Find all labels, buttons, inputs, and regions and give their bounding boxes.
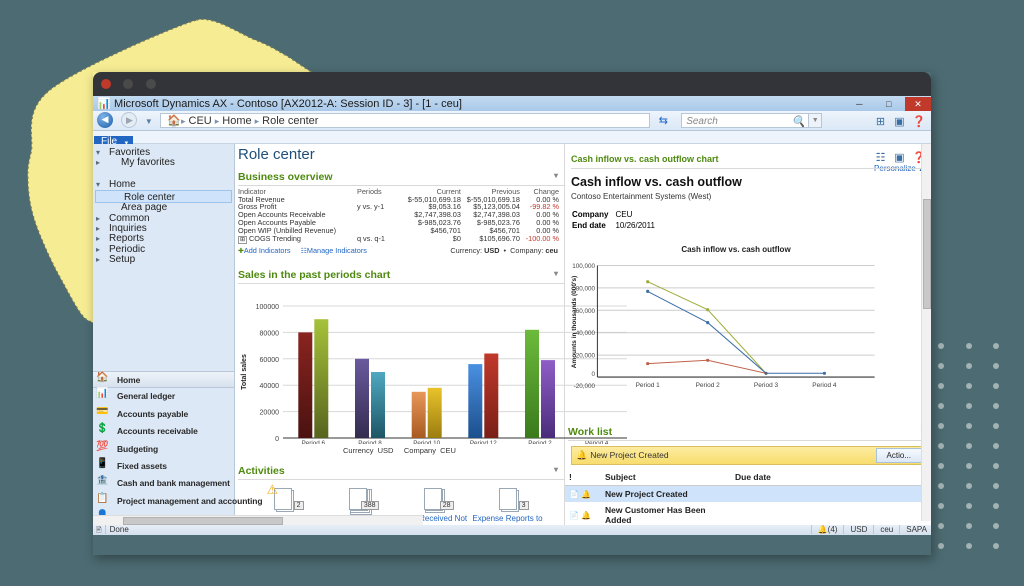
svg-text:Period 2: Period 2 — [696, 382, 721, 389]
svg-text:0: 0 — [275, 436, 279, 443]
svg-text:Amounts in thousands (000's): Amounts in thousands (000's) — [571, 276, 578, 369]
svg-text:Cash inflow vs. cash outflow: Cash inflow vs. cash outflow — [681, 245, 791, 254]
svg-text:20,000: 20,000 — [576, 353, 596, 360]
svg-text:80000: 80000 — [260, 331, 280, 338]
svg-text:-20,000: -20,000 — [574, 383, 596, 390]
svg-text:Period 10: Period 10 — [413, 440, 440, 444]
svg-text:Total sales: Total sales — [241, 355, 248, 391]
svg-text:60000: 60000 — [260, 357, 280, 364]
svg-text:20000: 20000 — [260, 410, 280, 417]
svg-text:Period 6: Period 6 — [302, 440, 326, 444]
svg-text:Period 2: Period 2 — [528, 440, 552, 444]
svg-text:40000: 40000 — [260, 384, 280, 391]
svg-text:80,000: 80,000 — [576, 285, 596, 292]
svg-text:Period 4: Period 4 — [812, 382, 837, 389]
svg-text:Period 12: Period 12 — [470, 440, 497, 444]
svg-text:100000: 100000 — [256, 304, 279, 311]
svg-text:0: 0 — [591, 371, 595, 378]
svg-text:100,000: 100,000 — [572, 263, 595, 270]
svg-text:Period 3: Period 3 — [754, 382, 779, 389]
svg-text:Period 1: Period 1 — [636, 382, 661, 389]
svg-text:40,000: 40,000 — [576, 330, 596, 337]
svg-text:60,000: 60,000 — [576, 308, 596, 315]
svg-text:Period 8: Period 8 — [358, 440, 382, 444]
